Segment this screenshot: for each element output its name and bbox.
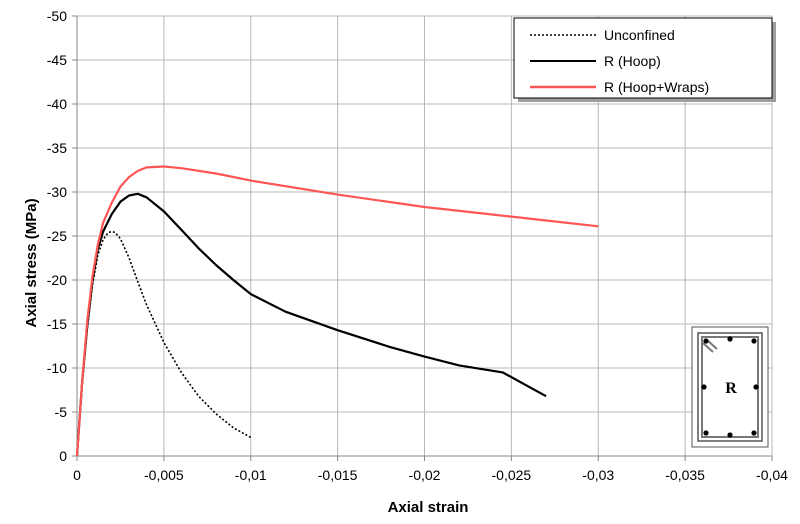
rebar-dot: [703, 430, 709, 436]
x-tick-label: -0,025: [492, 467, 532, 483]
y-axis-title: Axial stress (MPa): [23, 198, 40, 327]
x-tick-label: -0,03: [582, 467, 614, 483]
rectangular-section-inset: R: [691, 326, 769, 448]
y-tick-label: -25: [47, 228, 67, 244]
rebar-dot: [703, 338, 709, 344]
axes: [72, 15, 773, 461]
data-series: [75, 165, 599, 457]
rebar-dot: [727, 432, 733, 438]
y-tick-label: -10: [47, 360, 67, 376]
inset-label: R: [725, 380, 737, 397]
x-tick-label: -0,035: [665, 467, 705, 483]
hoop-hook-1: [702, 342, 714, 353]
rebar-dot: [753, 384, 759, 390]
y-tick-label: -35: [47, 140, 67, 156]
legend-label-unconfined: Unconfined: [604, 27, 675, 43]
y-tick-label: -20: [47, 272, 67, 288]
rebar-dot: [701, 384, 707, 390]
tick-labels: 0 -0,005 -0,01 -0,015 -0,02 -0,025 -0,03 -0,035…: [47, 8, 788, 483]
y-tick-label: -5: [55, 404, 68, 420]
rebar-dot: [751, 338, 757, 344]
hoop-hook-2: [706, 339, 718, 350]
y-tick-label: -15: [47, 316, 67, 332]
rebar-dot: [751, 430, 757, 436]
y-tick-label: -45: [47, 52, 67, 68]
y-tick-label: -50: [47, 8, 67, 24]
x-tick-label: -0,01: [235, 467, 267, 483]
x-tick-label: 0: [73, 467, 81, 483]
y-tick-label: 0: [59, 448, 67, 464]
rebar-dot: [727, 336, 733, 342]
x-tick-label: -0,005: [144, 467, 184, 483]
x-tick-label: -0,015: [318, 467, 358, 483]
x-tick-label: -0,02: [409, 467, 441, 483]
legend-label-hoop: R (Hoop): [604, 53, 661, 69]
legend-label-hoop-wraps: R (Hoop+Wraps): [604, 79, 709, 95]
x-tick-label: -0,04: [756, 467, 788, 483]
y-tick-label: -40: [47, 96, 67, 112]
x-axis-title: Axial strain: [388, 499, 469, 516]
series-hoop-wraps-line: [75, 165, 599, 457]
section-outline: [697, 332, 763, 442]
legend-frame: [513, 17, 773, 99]
y-tick-label: -30: [47, 184, 67, 200]
legend: Unconfined R (Hoop) R (Hoop+Wraps): [513, 17, 776, 102]
